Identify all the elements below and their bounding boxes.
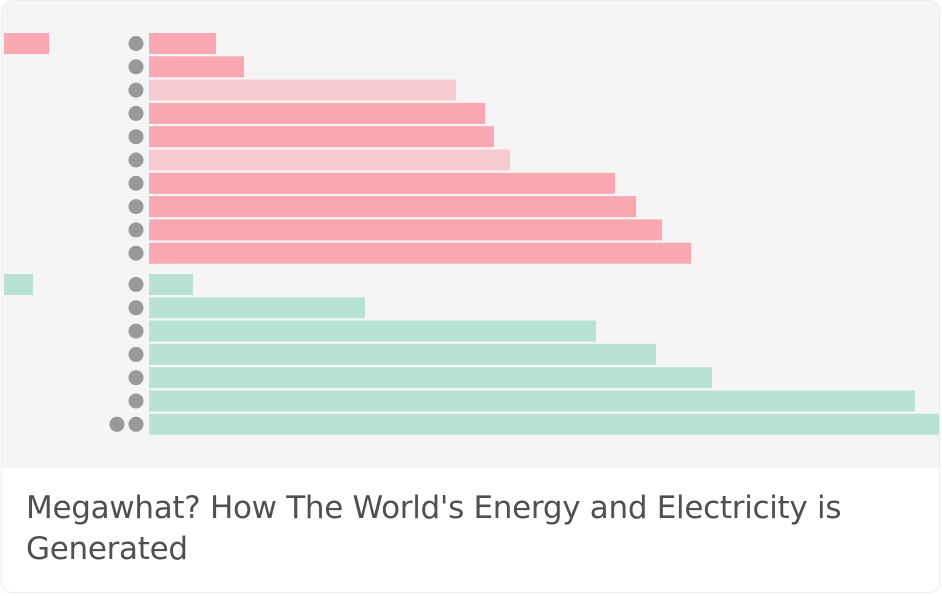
bar-group-1-10 (149, 242, 691, 264)
row-dot-marker (128, 300, 144, 316)
row-dot-marker (128, 59, 144, 75)
bar-group-2-2 (149, 297, 365, 319)
group-1-swatch (4, 33, 49, 54)
bar-group-1-9 (149, 219, 662, 241)
row-dot-marker (128, 105, 144, 121)
row-dot-marker (128, 277, 144, 292)
row-dot-marker (128, 36, 144, 51)
bar-group-1-6 (149, 149, 510, 171)
bar-group-1-8 (149, 196, 636, 218)
group-2-swatch (4, 274, 33, 295)
row-dot-marker (128, 370, 144, 386)
row-dot-marker (128, 222, 144, 238)
bar-group-1-4 (149, 102, 485, 124)
article-thumbnail[interactable] (2, 1, 939, 468)
bar-group-2-7 (149, 413, 939, 435)
row-dot-marker (128, 152, 144, 168)
row-dot-marker (128, 416, 144, 432)
bar-group-1-7 (149, 172, 615, 194)
bar-group-2-4 (149, 343, 656, 365)
bar-group-1-5 (149, 126, 494, 148)
row-dot-marker (128, 346, 144, 362)
bar-group-2-3 (149, 320, 596, 342)
row-dot-marker (128, 129, 144, 145)
bar-group-2-5 (149, 367, 712, 389)
article-title[interactable]: Megawhat? How The World's Energy and Ele… (26, 490, 842, 567)
row-dot-marker (128, 175, 144, 191)
row-dot-marker (128, 82, 144, 98)
bar-chart (4, 33, 939, 435)
row-dot-marker (128, 245, 144, 261)
bar-group-2-1 (149, 274, 193, 295)
row-dot-marker (109, 416, 125, 432)
bar-group-1-2 (149, 56, 244, 78)
bar-group-1-3 (149, 79, 456, 101)
bar-group-1-1 (149, 33, 216, 54)
bar-group-2-6 (149, 390, 915, 412)
row-dot-marker (128, 199, 144, 215)
row-dot-marker (128, 323, 144, 339)
row-dot-marker (128, 393, 144, 409)
